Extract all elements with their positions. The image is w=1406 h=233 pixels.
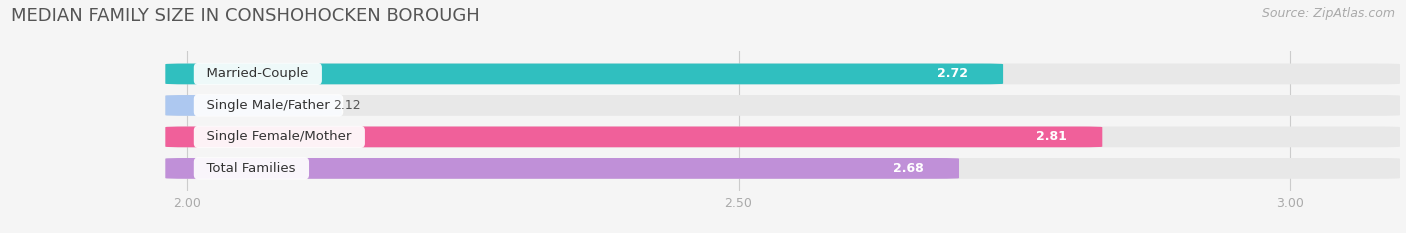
FancyBboxPatch shape (166, 127, 1102, 147)
FancyBboxPatch shape (166, 95, 342, 116)
Text: Married-Couple: Married-Couple (198, 67, 318, 80)
FancyBboxPatch shape (166, 158, 959, 179)
FancyBboxPatch shape (166, 64, 1002, 84)
Text: 2.72: 2.72 (936, 67, 967, 80)
Text: 2.81: 2.81 (1036, 130, 1067, 143)
Text: Total Families: Total Families (198, 162, 305, 175)
Text: Single Female/Mother: Single Female/Mother (198, 130, 360, 143)
Text: 2.12: 2.12 (333, 99, 360, 112)
Text: Single Male/Father: Single Male/Father (198, 99, 339, 112)
Text: 2.68: 2.68 (893, 162, 924, 175)
Text: Source: ZipAtlas.com: Source: ZipAtlas.com (1261, 7, 1395, 20)
FancyBboxPatch shape (166, 158, 1400, 179)
FancyBboxPatch shape (166, 95, 1400, 116)
FancyBboxPatch shape (166, 64, 1400, 84)
Text: MEDIAN FAMILY SIZE IN CONSHOHOCKEN BOROUGH: MEDIAN FAMILY SIZE IN CONSHOHOCKEN BOROU… (11, 7, 479, 25)
FancyBboxPatch shape (166, 127, 1400, 147)
